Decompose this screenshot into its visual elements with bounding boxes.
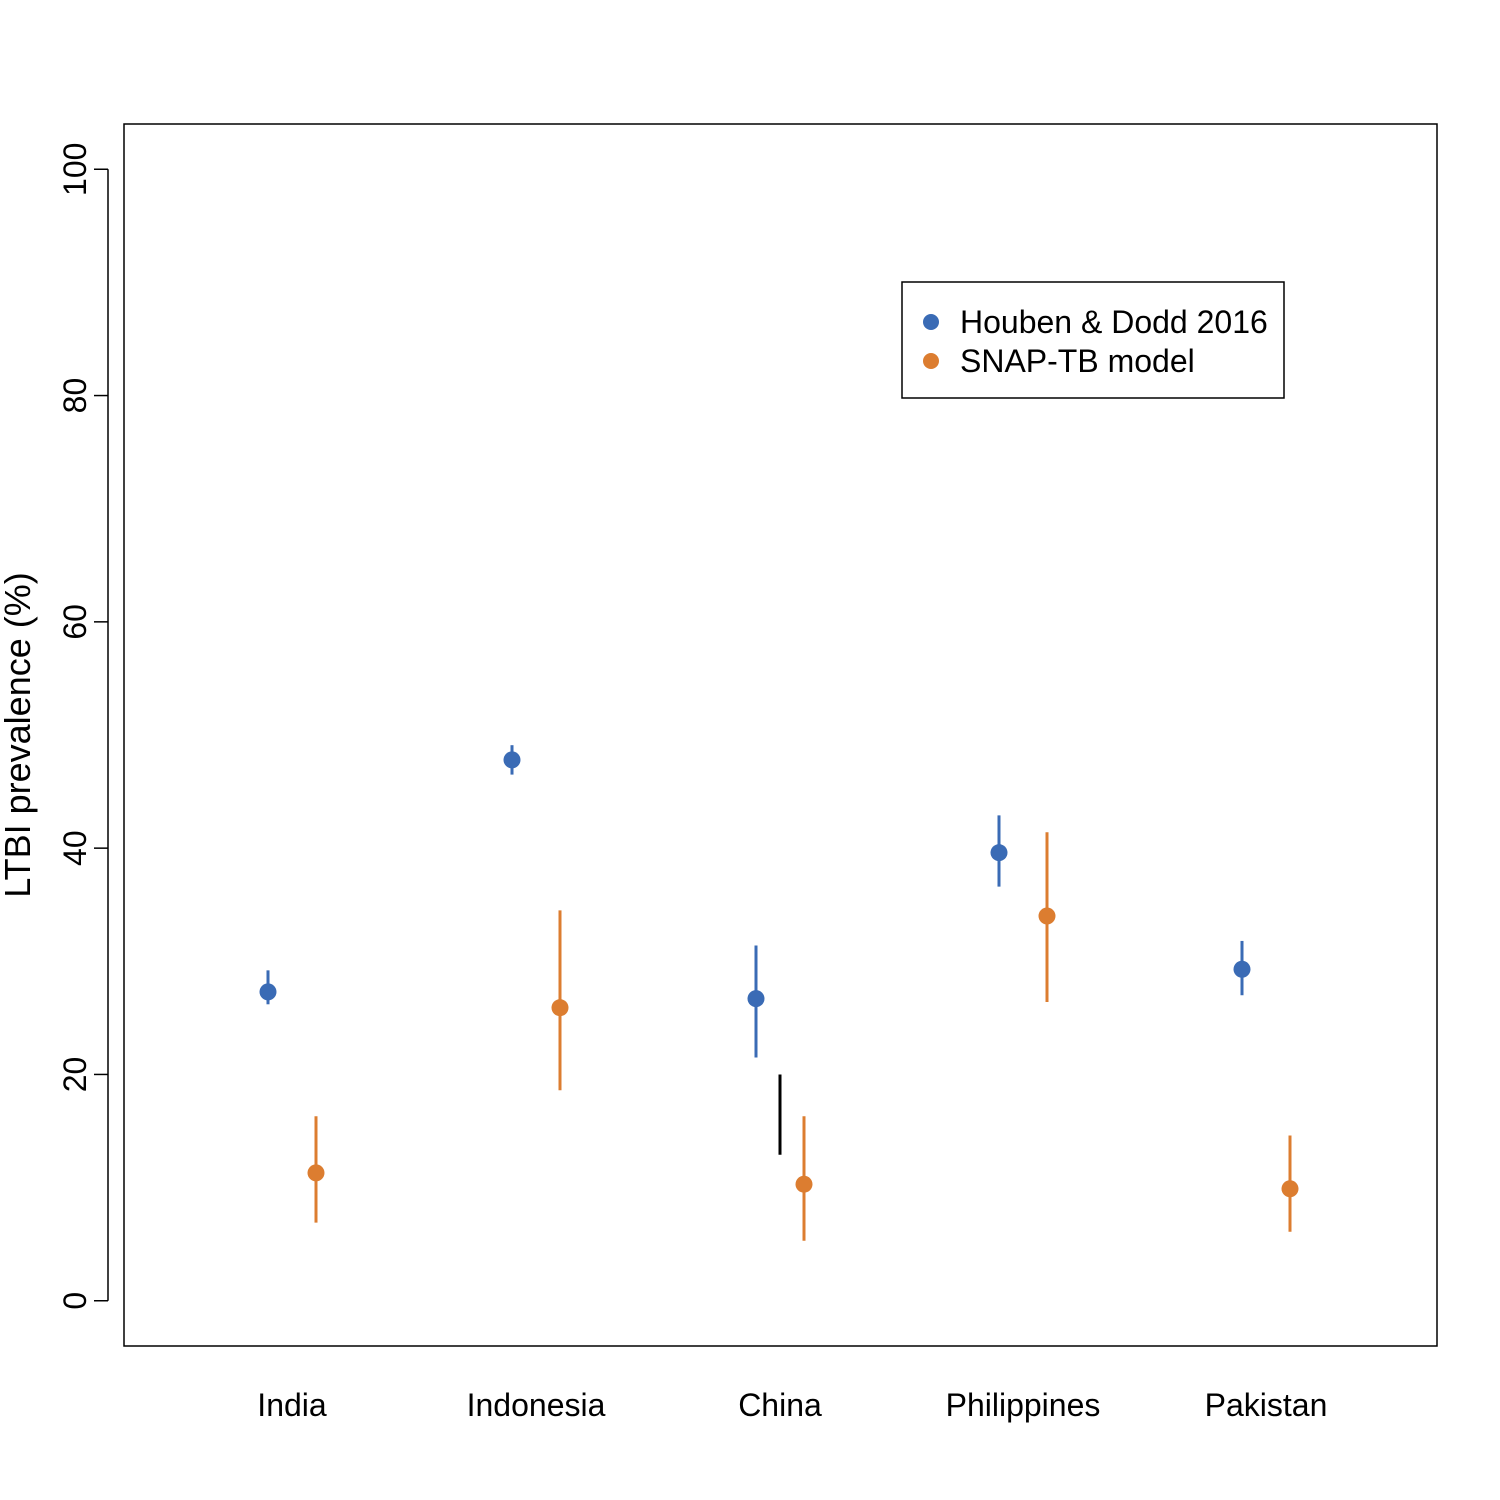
data-point [1038,907,1056,925]
legend-label: SNAP-TB model [960,343,1195,379]
y-tick-label: 20 [57,1057,93,1093]
category-label: China [738,1387,822,1423]
data-point [747,990,765,1008]
y-axis-title: LTBI prevalence (%) [0,572,38,897]
legend-marker [923,353,939,369]
y-tick-label: 40 [57,830,93,866]
legend-label: Houben & Dodd 2016 [960,304,1268,340]
data-marks [259,745,1299,1241]
data-point [1233,960,1251,978]
x-axis-labels: India Indonesia China Philippines Pakistan [257,1387,1327,1423]
y-axis: 0 20 40 60 80 100 [57,143,109,1310]
data-point [551,999,569,1017]
y-tick-label: 60 [57,604,93,640]
data-point [795,1175,813,1193]
data-point [307,1164,325,1182]
category-label: Indonesia [467,1387,606,1423]
plot-frame [123,123,1438,1347]
data-point [259,983,277,1001]
y-tick-label: 0 [57,1292,93,1310]
legend-marker [923,314,939,330]
category-label: Philippines [946,1387,1101,1423]
data-point [503,751,521,769]
data-point [1281,1180,1299,1198]
legend-box [901,281,1285,399]
data-point [990,844,1008,862]
category-label: Pakistan [1205,1387,1328,1423]
y-tick-label: 80 [57,378,93,414]
y-tick-label: 100 [57,143,93,196]
category-label: India [257,1387,327,1423]
